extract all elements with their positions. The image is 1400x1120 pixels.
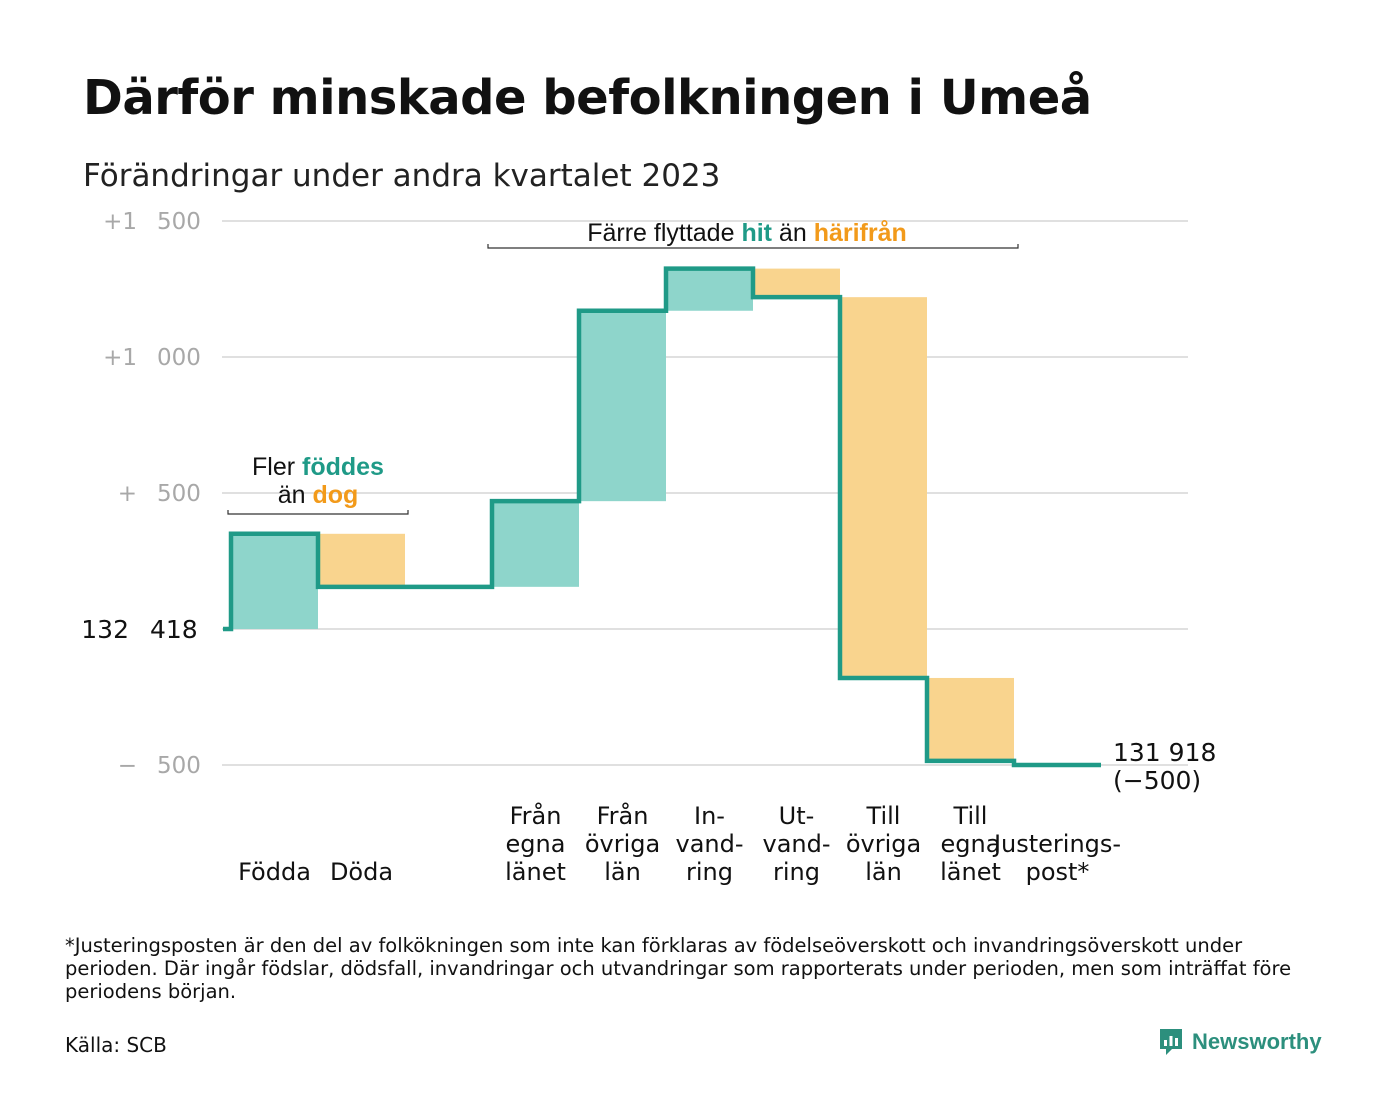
category-label: övriga <box>585 830 660 858</box>
waterfall-bar <box>231 533 318 629</box>
category-label: egna <box>506 830 566 858</box>
waterfall-bar <box>927 677 1014 761</box>
newsworthy-logo-icon <box>1160 1029 1182 1055</box>
category-label: vand- <box>762 830 830 858</box>
annotation-segment: härifrån <box>814 219 907 247</box>
category-label: Till <box>866 802 901 830</box>
annotation-segment: än <box>278 481 313 509</box>
annotation-bracket <box>487 244 1019 249</box>
annotation-text: än dog <box>278 481 359 509</box>
category-label: övriga <box>846 830 921 858</box>
waterfall-bar <box>579 310 666 502</box>
y-tick-label-value: 000 <box>157 345 201 371</box>
category-label: In- <box>694 802 725 830</box>
category-label: ring <box>686 858 733 886</box>
y-tick-label-value: 500 <box>157 753 201 779</box>
end-value-label: 131 918 <box>1113 738 1216 767</box>
category-label: Från <box>510 801 562 830</box>
category-label: vand- <box>675 830 743 858</box>
category-label: Födda <box>238 858 311 886</box>
y-tick-label-sign: − <box>118 753 137 779</box>
y-tick-label-sign: +1 <box>103 209 137 235</box>
category-label: Döda <box>330 858 393 886</box>
category-label: Ut- <box>779 802 815 830</box>
category-label: egna <box>941 830 1001 858</box>
end-change-label: (−500) <box>1113 766 1201 795</box>
y-tick-label-value: 500 <box>157 209 201 235</box>
waterfall-bar <box>666 268 753 311</box>
annotation-text: Färre flyttade hit än härifrån <box>587 219 907 247</box>
category-label: län <box>865 858 902 886</box>
category-label: Till <box>953 802 988 830</box>
waterfall-bar <box>753 268 840 298</box>
category-label: länet <box>940 858 1001 886</box>
y-tick-label-sign: + <box>118 481 137 507</box>
category-label: ring <box>773 858 820 886</box>
category-label: Från <box>597 801 649 830</box>
y-tick-label-sign: +1 <box>103 345 137 371</box>
brand-name: Newsworthy <box>1192 1029 1322 1054</box>
start-value-label: 132 <box>81 615 129 644</box>
source-note: Källa: SCB <box>65 1033 167 1057</box>
annotation-text: Fler föddes <box>252 453 384 481</box>
annotation-bracket <box>227 510 409 515</box>
cumulative-step-line <box>223 266 1101 768</box>
category-label: län <box>604 858 641 886</box>
chart-title: Därför minskade befolkningen i Umeå <box>83 70 1092 126</box>
waterfall-bar <box>492 501 579 587</box>
start-value-label-part: 418 <box>150 615 198 644</box>
annotation-segment: hit <box>741 219 772 247</box>
annotation-segment: Fler <box>252 453 302 481</box>
chart-subtitle: Förändringar under andra kvartalet 2023 <box>83 158 721 194</box>
y-tick-label-value: 500 <box>157 481 201 507</box>
waterfall-bar <box>318 533 405 587</box>
category-label: Justerings- <box>992 830 1121 858</box>
footnote: *Justeringsposten är den del av folkökni… <box>65 934 1292 1003</box>
annotation-segment: än <box>772 219 814 247</box>
annotation-segment: dog <box>312 481 358 509</box>
annotation-segment: föddes <box>302 453 384 481</box>
category-label: länet <box>505 858 566 886</box>
annotation-segment: Färre flyttade <box>587 219 741 247</box>
waterfall-bar <box>840 297 927 678</box>
brand-logo: Newsworthy <box>1158 1027 1322 1057</box>
category-label: post* <box>1026 858 1090 886</box>
